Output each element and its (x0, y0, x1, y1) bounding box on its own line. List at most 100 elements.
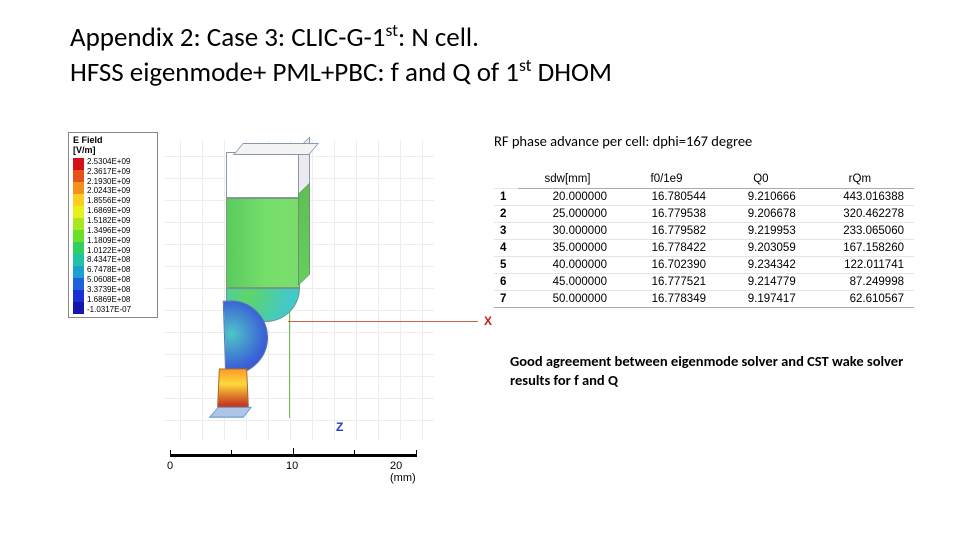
col-q0: Q0 (716, 170, 806, 189)
table-cell: 50.000000 (518, 291, 617, 308)
table-header-row: sdw[mm] f0/1e9 Q0 rQm (494, 170, 914, 189)
table-row: 540.00000016.7023909.234342122.011741 (494, 257, 914, 274)
table-cell: 25.000000 (518, 206, 617, 223)
scalebar-label-0: 0 (167, 460, 173, 472)
table-row: 120.00000016.7805449.210666443.016388 (494, 189, 914, 206)
title-line2-post: DHOM (532, 56, 613, 89)
legend-header-1: E Field (73, 135, 103, 145)
table-row: 225.00000016.7795389.206678320.462278 (494, 206, 914, 223)
simulation-view: Y X Z (164, 140, 434, 440)
legend-value: 2.3617E+09 (87, 168, 131, 176)
row-index: 4 (494, 240, 518, 257)
table-cell: 9.210666 (716, 189, 806, 206)
results-table: sdw[mm] f0/1e9 Q0 rQm 120.00000016.78054… (494, 170, 914, 308)
colorbar-legend: E Field [V/m] 2.5304E+092.3617E+092.1930… (68, 132, 158, 318)
table-cell: 35.000000 (518, 240, 617, 257)
legend-value: 6.7478E+08 (87, 266, 131, 274)
title-line1-pre: Appendix 2: Case 3: CLIC-G-1 (70, 21, 385, 54)
ramp-swatch (73, 158, 84, 170)
conclusion-text: Good agreement between eigenmode solver … (494, 352, 914, 390)
table-cell: 9.197417 (716, 291, 806, 308)
table-cell: 9.203059 (716, 240, 806, 257)
table-cell: 9.219953 (716, 223, 806, 240)
ramp-swatch (73, 302, 84, 314)
scale-bar: 0 10 20 (mm) (166, 450, 426, 476)
table-cell: 30.000000 (518, 223, 617, 240)
table-cell: 20.000000 (518, 189, 617, 206)
title-line2-sup: st (519, 54, 532, 76)
ramp-swatch (73, 230, 84, 242)
legend-value: 2.0243E+09 (87, 187, 131, 195)
legend-value: 1.1809E+09 (87, 237, 131, 245)
color-ramp (73, 158, 84, 314)
table-cell: 9.234342 (716, 257, 806, 274)
table-cell: 16.779582 (617, 223, 716, 240)
table-cell: 122.011741 (806, 257, 914, 274)
table-cell: 320.462278 (806, 206, 914, 223)
table-cell: 9.214779 (716, 274, 806, 291)
col-f0: f0/1e9 (617, 170, 716, 189)
legend-value: 1.5182E+09 (87, 217, 131, 225)
ramp-swatch (73, 218, 84, 230)
ramp-swatch (73, 254, 84, 266)
table-cell: 233.065060 (806, 223, 914, 240)
table-cell: 16.778349 (617, 291, 716, 308)
slide-title: Appendix 2: Case 3: CLIC-G-1st: N cell. … (70, 20, 890, 90)
z-axis-label: Z (336, 420, 343, 434)
col-rqm: rQm (806, 170, 914, 189)
ramp-swatch (73, 194, 84, 206)
ramp-swatch (73, 266, 84, 278)
table-cell: 9.206678 (716, 206, 806, 223)
legend-value: 3.3739E+08 (87, 286, 131, 294)
scalebar-label-10: 10 (286, 460, 298, 472)
table-cell: 16.780544 (617, 189, 716, 206)
title-line1-sup: st (385, 19, 398, 41)
legend-value: 1.6869E+08 (87, 296, 131, 304)
table-cell: 16.777521 (617, 274, 716, 291)
scalebar-label-20: 20 (mm) (390, 460, 426, 484)
table-cell: 87.249998 (806, 274, 914, 291)
waveguide-body (226, 198, 300, 288)
phase-advance-caption: RF phase advance per cell: dphi=167 degr… (494, 132, 914, 150)
ramp-swatch (73, 206, 84, 218)
ramp-swatch (73, 290, 84, 302)
row-index: 6 (494, 274, 518, 291)
legend-values: 2.5304E+09 2.3617E+09 2.1930E+092.0243E+09… (87, 158, 131, 314)
right-panel: RF phase advance per cell: dphi=167 degr… (494, 132, 914, 390)
ramp-swatch (73, 182, 84, 194)
table-cell: 443.016388 (806, 189, 914, 206)
table-row: 435.00000016.7784229.203059167.158260 (494, 240, 914, 257)
col-sdw: sdw[mm] (518, 170, 617, 189)
x-axis-label: X (484, 314, 492, 328)
table-cell: 16.779538 (617, 206, 716, 223)
ramp-swatch (73, 278, 84, 290)
ramp-swatch (73, 170, 84, 182)
title-line1-post: : N cell. (398, 21, 479, 54)
legend-value: 5.0608E+08 (87, 276, 131, 284)
row-index: 7 (494, 291, 518, 308)
table-row: 750.00000016.7783499.19741762.610567 (494, 291, 914, 308)
ramp-swatch (73, 242, 84, 254)
legend-value: 1.8556E+09 (87, 197, 131, 205)
beam-pipe (217, 369, 249, 411)
table-cell: 40.000000 (518, 257, 617, 274)
table-cell: 16.778422 (617, 240, 716, 257)
hfss-field-plot: E Field [V/m] 2.5304E+092.3617E+092.1930… (68, 132, 458, 512)
legend-value: 1.6869E+09 (87, 207, 131, 215)
table-cell: 167.158260 (806, 240, 914, 257)
title-line2-pre: HFSS eigenmode+ PML+PBC: f and Q of 1 (70, 56, 519, 89)
pml-region (226, 152, 300, 198)
table-cell: 45.000000 (518, 274, 617, 291)
legend-value: -1.0317E-07 (87, 306, 131, 314)
table-header-blank (494, 170, 518, 189)
row-index: 5 (494, 257, 518, 274)
row-index: 1 (494, 189, 518, 206)
legend-value: 2.5304E+09 (87, 158, 131, 166)
legend-value: 2.1930E+09 (87, 178, 131, 186)
legend-value: 1.0122E+09 (87, 247, 131, 255)
table-row: 645.00000016.7775219.21477987.249998 (494, 274, 914, 291)
table-cell: 16.702390 (617, 257, 716, 274)
row-index: 2 (494, 206, 518, 223)
row-index: 3 (494, 223, 518, 240)
table-row: 330.00000016.7795829.219953233.065060 (494, 223, 914, 240)
